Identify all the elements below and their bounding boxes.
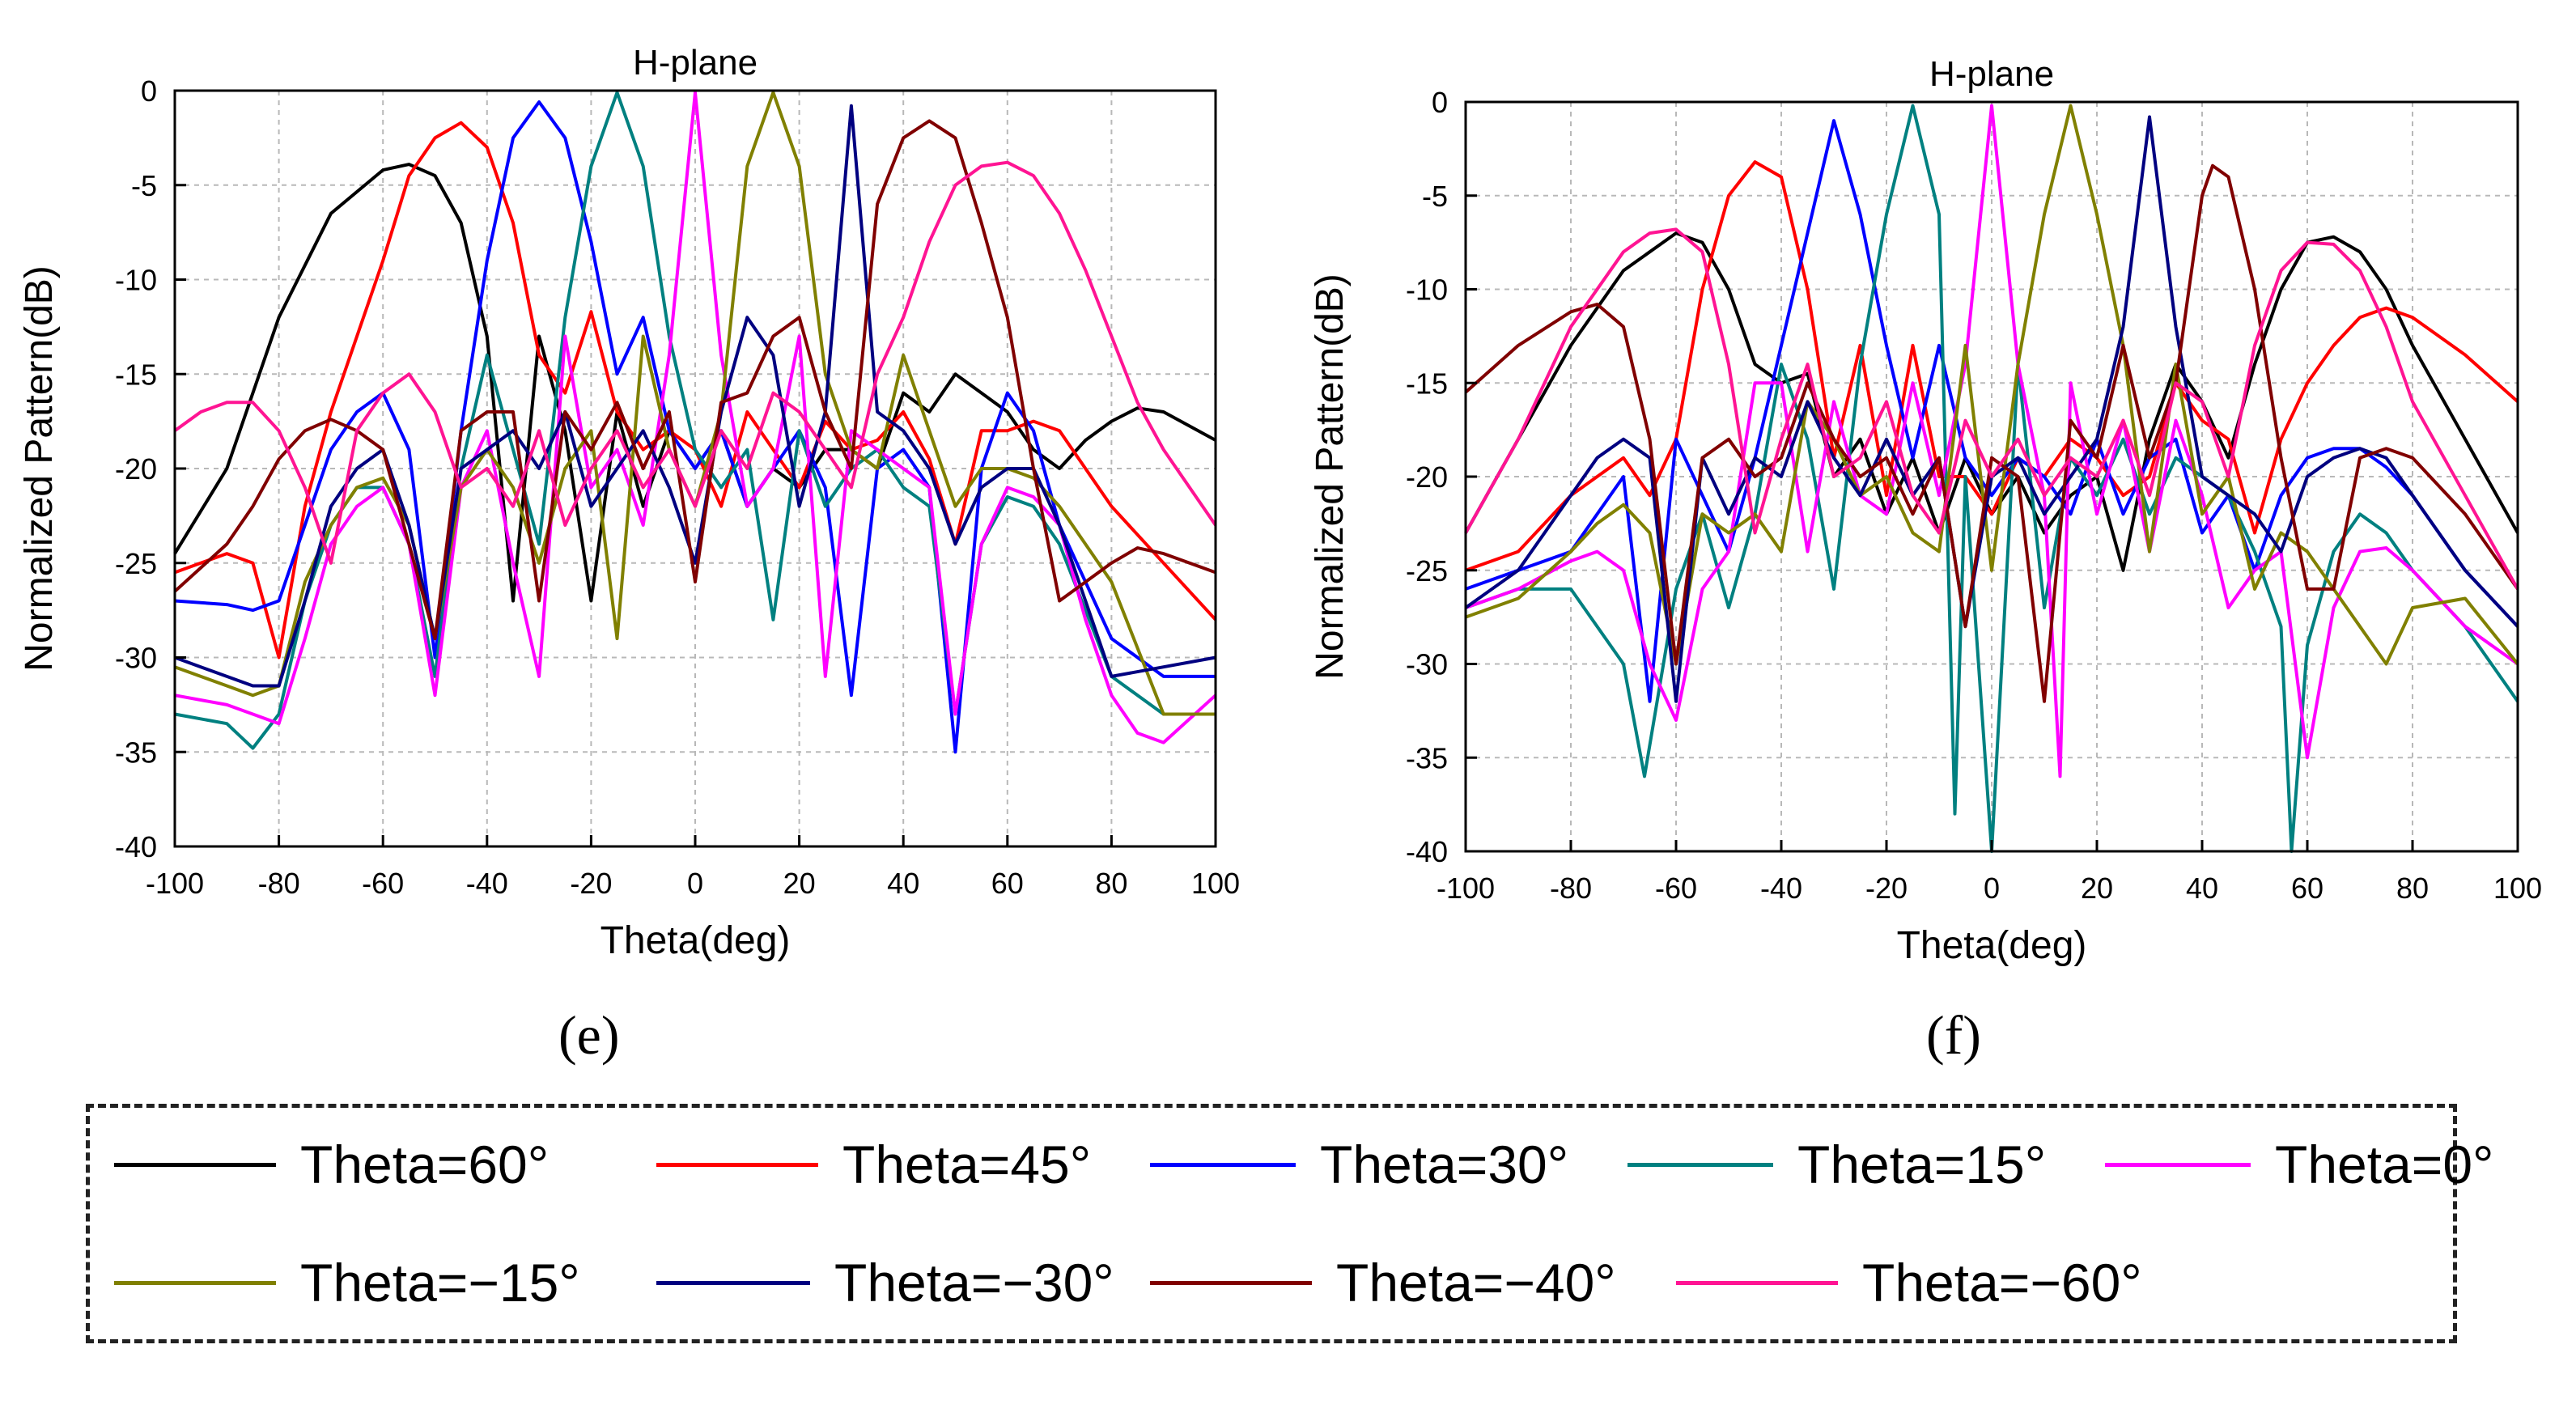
chart-0-series-6 (174, 104, 1216, 688)
chart-1-xtick-label-2: -60 (1655, 872, 1697, 905)
panel-label-f: (f) (1926, 1004, 1981, 1066)
chart-0-series-4 (174, 91, 1217, 744)
legend-swatch-7 (1150, 1280, 1312, 1285)
legend-swatch-4 (2105, 1162, 2251, 1167)
chart-1-xtick-label-0: -100 (1437, 872, 1495, 905)
legend-label-6: Theta=−30° (834, 1253, 1114, 1313)
legend-item-5: Theta=−15° (114, 1250, 580, 1315)
chart-0-ytick-label-2: -10 (115, 264, 157, 297)
chart-1-ytick-label-8: -40 (1406, 835, 1448, 868)
chart-0-ytick-label-0: 0 (141, 74, 157, 108)
chart-0-ylabel: Normalized Pattern(dB) (18, 265, 61, 672)
panel-label-e: (e) (558, 1004, 620, 1066)
chart-0-xtick-label-6: 20 (783, 867, 816, 900)
chart-panel-f: -100 -80 -60 -40 -20 0 20 40 60 80 100 0 -5 -10 -15 -20… (1288, 0, 2576, 1084)
legend-swatch-5 (114, 1280, 276, 1285)
legend-label-1: Theta=45° (842, 1135, 1092, 1194)
chart-1-series-3 (1465, 104, 2519, 853)
legend-swatch-8 (1676, 1280, 1838, 1285)
chart-1-series-4 (1465, 104, 2519, 778)
chart-1-xlabel: Theta(deg) (1897, 924, 2087, 967)
chart-1-title: H-plane (1929, 54, 2054, 94)
chart-1-series-1 (1465, 160, 2519, 572)
chart-1-xtick-label-3: -40 (1760, 872, 1802, 905)
chart-0-xtick-label-8: 60 (991, 867, 1024, 900)
legend-item-6: Theta=−30° (656, 1250, 1114, 1315)
chart-1-ytick-label-6: -30 (1406, 648, 1448, 681)
chart-1-ytick-label-5: -25 (1406, 554, 1448, 587)
chart-1-series-6 (1464, 115, 2519, 703)
chart-1-ylabel: Normalized Pattern(dB) (1309, 274, 1352, 680)
chart-1-xtick-label-5: 0 (1984, 872, 2000, 905)
chart-1-xtick-label-10: 100 (2493, 872, 2542, 905)
legend: Theta=60° Theta=45° Theta=30° Theta=15° Thet… (86, 1104, 2493, 1343)
legend-swatch-2 (1150, 1162, 1296, 1167)
chart-0-xtick-label-3: -40 (466, 867, 508, 900)
chart-1-ytick-label-2: -10 (1406, 274, 1448, 307)
legend-item-4: Theta=0° (2105, 1132, 2493, 1197)
chart-1-ytick-label-7: -35 (1406, 741, 1448, 774)
legend-label-4: Theta=0° (2275, 1135, 2494, 1194)
chart-0-ytick-label-3: -15 (115, 358, 157, 391)
chart-0-xtick-label-2: -60 (362, 867, 404, 900)
chart-0-xtick-label-10: 100 (1191, 867, 1240, 900)
legend-item-1: Theta=45° (656, 1132, 1091, 1197)
chart-0-ytick-label-8: -40 (115, 830, 157, 863)
legend-item-7: Theta=−40° (1150, 1250, 1616, 1315)
chart-1-ytick-label-4: -20 (1406, 460, 1448, 494)
chart-1-ytick-label-3: -15 (1406, 367, 1448, 400)
chart-1-series-7 (1464, 163, 2519, 703)
chart-1-xtick-label-7: 40 (2186, 872, 2218, 905)
chart-1-ytick-label-1: -5 (1422, 180, 1448, 213)
legend-swatch-3 (1628, 1162, 1773, 1167)
chart-f-svg: -100 -80 -60 -40 -20 0 20 40 60 80 100 0 -5 -10 -15 -20… (1309, 54, 2542, 967)
chart-0-ytick-label-7: -35 (115, 736, 157, 769)
chart-0-xtick-label-4: -20 (570, 867, 612, 900)
chart-1-xtick-label-1: -80 (1550, 872, 1592, 905)
chart-0-xtick-label-7: 40 (887, 867, 919, 900)
legend-item-8: Theta=−60° (1676, 1250, 2142, 1315)
chart-0-xtick-label-5: 0 (687, 867, 703, 900)
chart-0-series-7 (173, 119, 1216, 641)
chart-1-xtick-label-8: 60 (2291, 872, 2323, 905)
chart-1-series-2 (1465, 119, 2519, 703)
chart-0-ytick-label-1: -5 (131, 169, 157, 202)
legend-swatch-1 (656, 1162, 818, 1167)
chart-1-ytick-label-0: 0 (1432, 86, 1448, 119)
chart-1-xtick-label-9: 80 (2396, 872, 2429, 905)
chart-0-series-8 (173, 160, 1217, 565)
legend-label-0: Theta=60° (300, 1135, 550, 1194)
chart-0-xtick-label-1: -80 (258, 867, 300, 900)
chart-0-ytick-label-5: -25 (115, 547, 157, 580)
chart-0-ytick-label-6: -30 (115, 642, 157, 675)
legend-label-7: Theta=−40° (1336, 1253, 1616, 1313)
chart-0-title: H-plane (633, 43, 758, 83)
chart-0-series-2 (174, 100, 1216, 754)
legend-label-5: Theta=−15° (300, 1253, 580, 1313)
legend-swatch-0 (114, 1162, 276, 1167)
chart-0-series-1 (174, 121, 1217, 660)
chart-0-xlabel: Theta(deg) (601, 919, 791, 962)
legend-item-0: Theta=60° (114, 1132, 549, 1197)
legend-item-2: Theta=30° (1150, 1132, 1568, 1197)
chart-1-xtick-label-6: 20 (2081, 872, 2113, 905)
chart-0-ytick-label-4: -20 (115, 452, 157, 486)
legend-item-3: Theta=15° (1628, 1132, 2046, 1197)
chart-1-xtick-label-4: -20 (1865, 872, 1908, 905)
legend-label-3: Theta=15° (1797, 1135, 2047, 1194)
legend-label-8: Theta=−60° (1862, 1253, 2142, 1313)
chart-panel-e: -100 -80 -60 -40 -20 0 20 40 60 80 100 0 -5 -10 -15 -20… (0, 0, 1288, 1084)
chart-0-xtick-label-0: -100 (146, 867, 204, 900)
chart-e-svg: -100 -80 -60 -40 -20 0 20 40 60 80 100 0 -5 -10 -15 -20… (18, 43, 1240, 962)
legend-label-2: Theta=30° (1320, 1135, 1569, 1194)
legend-swatch-6 (656, 1280, 810, 1285)
chart-0-xtick-label-9: 80 (1095, 867, 1127, 900)
chart-1-series-8 (1464, 227, 2519, 590)
